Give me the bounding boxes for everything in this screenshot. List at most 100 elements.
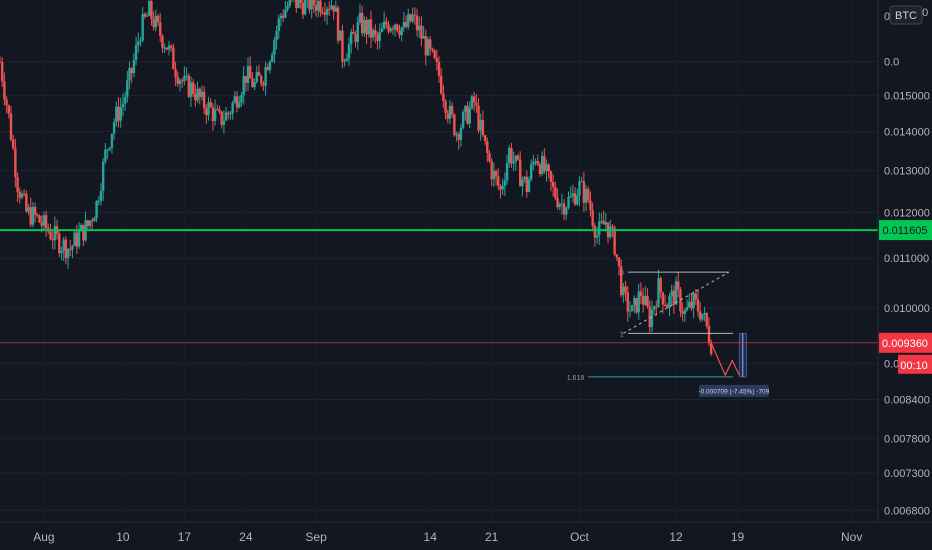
candle-body [707,326,711,344]
candle-body [273,39,276,55]
candle-body [339,30,342,41]
candle-body [529,164,533,180]
candle-body [453,114,456,136]
candle-body [630,305,634,312]
candle-body [540,155,544,174]
candle-body [36,214,39,216]
candle-body [106,149,109,151]
candle-body [413,14,417,16]
candle-body [448,105,452,119]
candle-body [378,31,381,41]
y-tick-label: 0.008400 [884,395,930,407]
candle-body [108,147,111,150]
countdown-label: 00:10 [900,360,928,372]
y-tick-label: 0.0 [884,57,899,69]
candle-body [483,135,487,142]
candle-body [554,186,557,198]
candle-body [16,177,19,192]
candle-body [270,54,274,62]
time-axis-labels: Aug 10 17 24 Sep 14 21 Oct 12 19 Nov [33,530,862,544]
candle-body [648,306,651,328]
candle-body [93,218,96,222]
candle-body [0,61,2,63]
candle-body [470,96,474,108]
chart-grid [0,61,878,511]
candle-body [641,296,645,305]
candle-body [33,206,37,215]
candle-body [82,224,85,241]
candle-body [202,91,206,109]
candle-body [64,239,68,259]
candle-body [380,28,384,32]
currency-badge[interactable] [889,5,923,25]
candle-body [317,0,320,11]
candle-body [112,122,116,134]
candle-body [207,102,210,116]
x-tick-label: Nov [841,530,862,544]
candle-body [5,99,8,106]
candle-body [556,197,559,208]
candle-body [591,210,594,226]
candle-body [389,28,392,32]
candle-body [187,75,190,97]
candle-body [536,161,539,165]
candle-body [123,96,127,104]
candle-body [652,306,656,310]
candle-body [477,105,480,131]
candle-body [170,45,173,48]
candle-body [150,1,153,19]
candle-body [213,109,217,121]
candle-body [547,164,550,172]
candle-body [488,153,491,162]
candle-body [88,220,92,226]
candle-body [211,107,215,121]
candle-body [104,149,107,162]
candle-body [143,13,147,17]
candle-body [431,48,434,51]
candle-body [663,304,667,306]
candle-body [66,248,70,259]
time-axis[interactable] [0,522,932,550]
candle-body [275,31,278,40]
candle-body [115,106,118,123]
x-tick-label: 12 [669,530,683,544]
candle-body [336,7,340,41]
candle-body [444,101,447,113]
candle-body [385,21,388,25]
candle-body [180,80,184,82]
candle-body [457,134,460,140]
candle-body [646,295,649,307]
candle-body [152,18,155,28]
price-axis[interactable] [878,0,932,522]
candle-body [242,76,245,96]
fib-label-1: 1 [620,331,624,338]
y-tick-label: 0.007300 [884,468,930,480]
candle-body [132,59,136,74]
candle-body [670,290,673,297]
candle-body [472,96,476,103]
candle-body [185,75,188,77]
candle-body [154,15,158,28]
candle-body [3,81,6,100]
candle-body [303,0,307,15]
candle-body [253,82,256,88]
candle-body [582,181,586,203]
candle-body [657,278,660,308]
countdown-badge [898,354,932,374]
x-tick-label: Sep [305,530,327,544]
candle-body [314,4,318,11]
candle-body [694,293,698,300]
candle-body [626,292,629,312]
candle-body [163,47,166,49]
candle-body [508,147,511,164]
candle-body [558,204,561,208]
support-price-badge [879,220,932,241]
candle-body [191,82,195,94]
candle-body [244,76,248,83]
measure-label: -0.000709 (-7.45%) -709 [698,388,769,395]
candle-body [358,12,362,23]
candle-body [22,193,26,195]
y-tick-label: 0. [884,11,893,23]
candle-body [393,24,397,30]
